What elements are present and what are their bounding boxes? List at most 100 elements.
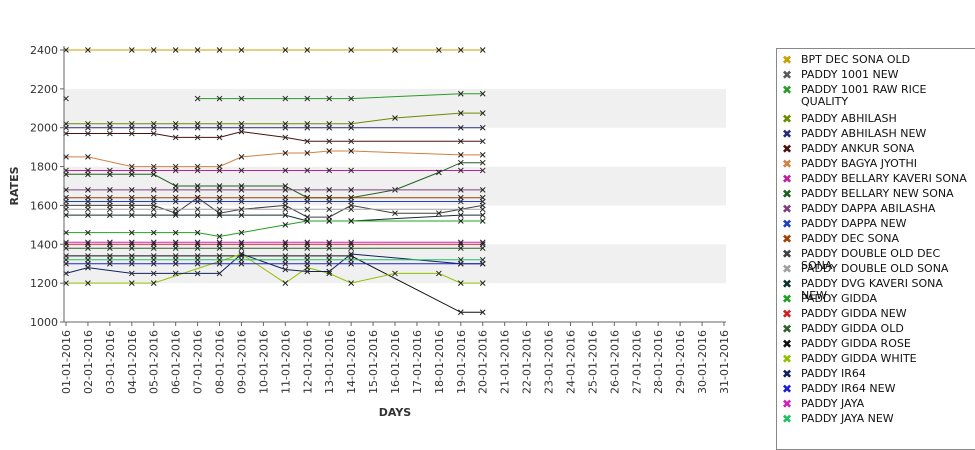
data-point xyxy=(216,167,223,174)
data-point xyxy=(107,130,113,137)
data-point xyxy=(348,148,354,154)
data-point xyxy=(150,187,157,193)
series-line xyxy=(66,220,483,238)
legend-marker-icon: ✖ xyxy=(781,277,793,291)
x-tick-label: 08-01-2016 xyxy=(214,330,227,394)
data-point xyxy=(479,124,486,131)
data-point xyxy=(150,239,157,246)
data-point xyxy=(304,268,311,275)
x-tick-label: 05-01-2016 xyxy=(148,330,161,394)
data-point xyxy=(326,194,333,201)
data-point xyxy=(150,206,157,213)
grid-band xyxy=(64,50,726,89)
data-point xyxy=(326,187,333,193)
data-point xyxy=(304,206,311,213)
data-point xyxy=(457,167,464,174)
data-point xyxy=(216,134,223,141)
data-point xyxy=(85,239,91,246)
series-line xyxy=(66,112,483,125)
legend-label: PADDY DEC SONA xyxy=(801,232,900,245)
data-point xyxy=(436,169,442,176)
data-point xyxy=(172,187,179,193)
legend: ✖ BPT DEC SONA OLD ✖ PADDY 1001 NEW ✖ PADDY 1… xyxy=(776,48,975,450)
data-point xyxy=(282,266,289,273)
grid-band xyxy=(64,127,726,167)
data-point xyxy=(348,218,354,224)
data-point xyxy=(150,270,157,277)
data-point xyxy=(304,124,311,131)
data-point xyxy=(348,95,354,102)
data-point xyxy=(216,239,223,246)
data-point xyxy=(392,115,398,121)
legend-marker-icon: ✖ xyxy=(781,68,793,82)
data-point xyxy=(326,124,333,131)
data-point xyxy=(150,171,157,178)
data-point xyxy=(479,239,486,246)
data-point xyxy=(326,148,333,154)
data-point xyxy=(216,212,223,218)
data-point xyxy=(85,154,91,160)
data-point xyxy=(282,124,289,131)
data-point xyxy=(150,245,157,252)
data-point xyxy=(150,212,157,218)
legend-marker-icon: ✖ xyxy=(781,247,793,261)
data-point xyxy=(150,124,157,131)
data-point xyxy=(194,95,201,102)
data-point xyxy=(326,268,333,275)
y-tick-label: 1000 xyxy=(30,316,58,329)
data-point xyxy=(194,134,201,141)
x-tick-label: 06-01-2016 xyxy=(170,330,183,394)
x-axis-ticks xyxy=(65,322,725,326)
data-point xyxy=(304,167,311,174)
legend-marker-icon: ✖ xyxy=(781,127,793,141)
data-point xyxy=(282,239,289,246)
data-point xyxy=(457,206,464,213)
legend-label: PADDY ABHILASH NEW xyxy=(801,127,927,140)
data-point xyxy=(282,222,289,228)
x-tick-label: 11-01-2016 xyxy=(279,330,292,394)
legend-marker-icon: ✖ xyxy=(781,322,793,336)
data-point xyxy=(172,206,179,213)
y-tick-label: 1800 xyxy=(30,161,58,174)
grid-band xyxy=(64,88,726,128)
legend-marker-icon: ✖ xyxy=(781,142,793,156)
series-group xyxy=(63,256,486,263)
data-point xyxy=(457,256,464,263)
data-point xyxy=(194,187,201,193)
legend-label: PADDY IR64 NEW xyxy=(801,382,896,395)
data-point xyxy=(238,167,245,174)
data-point xyxy=(326,239,333,246)
data-point xyxy=(238,95,245,102)
data-point xyxy=(304,194,311,201)
data-point xyxy=(216,270,223,277)
data-point xyxy=(238,154,245,160)
data-point xyxy=(326,256,333,263)
legend-label: PADDY JAYA xyxy=(801,397,865,410)
data-point xyxy=(238,194,245,201)
data-point xyxy=(392,210,398,217)
data-point xyxy=(457,245,464,252)
data-point xyxy=(348,138,354,145)
x-tick-label: 04-01-2016 xyxy=(126,330,139,394)
data-point xyxy=(216,124,223,131)
data-point xyxy=(326,245,333,252)
data-point xyxy=(238,239,245,246)
data-point xyxy=(128,187,135,193)
legend-label: PADDY 1001 NEW xyxy=(801,68,899,81)
data-point xyxy=(107,212,113,218)
data-point xyxy=(282,280,289,286)
data-point xyxy=(457,152,464,158)
x-tick-label: 03-01-2016 xyxy=(104,330,117,394)
data-point xyxy=(216,206,223,213)
data-point xyxy=(479,47,486,53)
data-point xyxy=(282,187,289,193)
data-point xyxy=(172,239,179,246)
data-point xyxy=(392,270,398,277)
data-point xyxy=(172,124,179,131)
data-point xyxy=(282,95,289,102)
data-point xyxy=(304,256,311,263)
data-point xyxy=(326,167,333,174)
data-point xyxy=(282,256,289,263)
data-point xyxy=(479,280,486,286)
x-tick-label: 22-01-2016 xyxy=(521,330,534,394)
